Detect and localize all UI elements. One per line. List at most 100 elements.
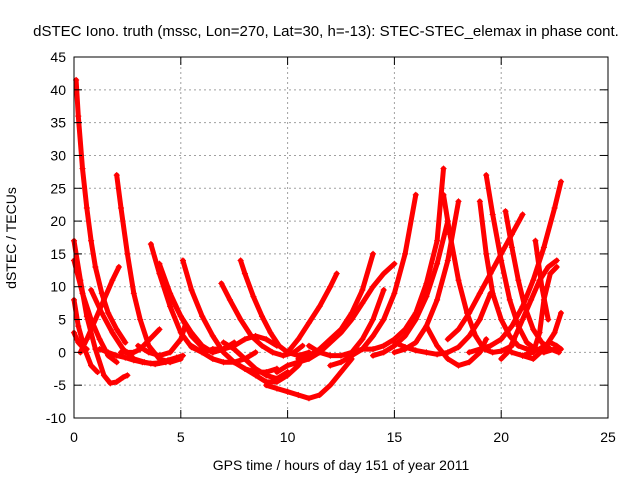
data-point: [498, 316, 505, 323]
data-point: [83, 336, 90, 343]
data-point: [380, 342, 387, 349]
data-point: [226, 296, 234, 303]
data-point: [94, 368, 101, 376]
data-point: [444, 257, 451, 264]
data-point: [109, 277, 116, 284]
chart-title: dSTEC Iono. truth (mssc, Lon=270, Lat=30…: [33, 23, 619, 40]
data-point: [455, 344, 462, 351]
data-point: [188, 286, 195, 294]
data-point: [124, 372, 131, 379]
data-point: [98, 290, 105, 297]
data-point: [109, 329, 116, 336]
data-point: [508, 244, 515, 251]
data-point: [122, 339, 129, 346]
x-axis-label: GPS time / hours of day 151 of year 2011: [213, 457, 470, 473]
data-point: [284, 362, 291, 369]
data-point: [305, 395, 313, 402]
data-point: [199, 342, 206, 349]
data-point: [75, 339, 82, 346]
data-point: [79, 165, 86, 172]
data-point: [124, 349, 131, 356]
data-point: [273, 368, 281, 376]
data-point: [218, 280, 225, 287]
data-point: [423, 349, 430, 356]
y-tick-label: -5: [54, 377, 67, 393]
series-trace: [370, 218, 451, 359]
data-point: [553, 257, 560, 264]
data-point: [553, 342, 560, 349]
data-point: [188, 329, 195, 336]
data-point: [401, 250, 409, 258]
data-point: [476, 198, 483, 205]
data-point: [487, 342, 494, 349]
data-point: [237, 316, 244, 323]
data-point: [348, 349, 355, 356]
data-point: [250, 293, 257, 300]
series-20: [218, 280, 306, 359]
data-point: [444, 355, 451, 363]
data-point: [412, 191, 419, 198]
data-point: [434, 351, 441, 358]
data-point: [237, 257, 244, 264]
data-point: [380, 286, 387, 294]
data-point: [472, 332, 479, 340]
data-point: [327, 352, 334, 359]
series-24: [295, 250, 377, 363]
series-trace: [466, 179, 564, 355]
x-tick-label: 0: [70, 429, 78, 445]
y-tick-label: 15: [50, 246, 66, 262]
data-point: [483, 250, 490, 258]
data-point: [96, 345, 103, 353]
axis-ticks: 0 5 10 15 20 25 -10 -5 0 5 10 15 20 25 30 35 40 45: [46, 49, 616, 445]
data-point: [305, 319, 313, 326]
y-tick-label: 0: [58, 344, 66, 360]
data-point: [412, 347, 419, 354]
data-point: [113, 172, 120, 179]
series-trace: [503, 208, 562, 355]
data-point: [489, 290, 496, 297]
series-trace: [73, 77, 128, 345]
data-point: [434, 342, 441, 349]
data-point: [252, 349, 259, 356]
data-point: [220, 345, 227, 353]
data-point: [412, 316, 419, 323]
x-tick-label: 25: [600, 429, 616, 445]
data-point: [156, 326, 163, 333]
plot-frame: [73, 56, 609, 419]
data-point: [231, 345, 238, 353]
data-point: [252, 365, 259, 372]
data-point: [444, 336, 451, 343]
data-point: [169, 296, 176, 303]
data-point: [547, 270, 554, 277]
data-point: [156, 352, 163, 359]
series-trace: [114, 172, 184, 365]
data-point: [167, 349, 174, 356]
data-point: [455, 198, 462, 205]
data-point: [401, 344, 409, 351]
data-point: [483, 172, 490, 179]
data-point: [130, 357, 137, 364]
data-point: [117, 204, 125, 212]
data-point: [498, 257, 505, 264]
data-point: [327, 336, 334, 343]
data-point: [231, 359, 238, 366]
data-point: [506, 296, 513, 303]
data-point: [130, 290, 137, 297]
data-point: [521, 303, 528, 310]
series-trace: [231, 353, 308, 385]
data-point: [476, 290, 483, 297]
data-point: [519, 352, 526, 359]
data-point: [130, 349, 137, 356]
series-8: [113, 172, 184, 366]
data-point: [115, 263, 122, 271]
data-point: [167, 303, 174, 310]
data-point: [466, 359, 473, 366]
data-point: [519, 211, 526, 218]
data-series: [70, 76, 565, 402]
data-point: [391, 260, 398, 267]
data-point: [199, 349, 206, 356]
data-point: [252, 372, 259, 379]
data-point: [87, 237, 95, 244]
data-point: [295, 336, 302, 343]
data-point: [241, 270, 248, 277]
